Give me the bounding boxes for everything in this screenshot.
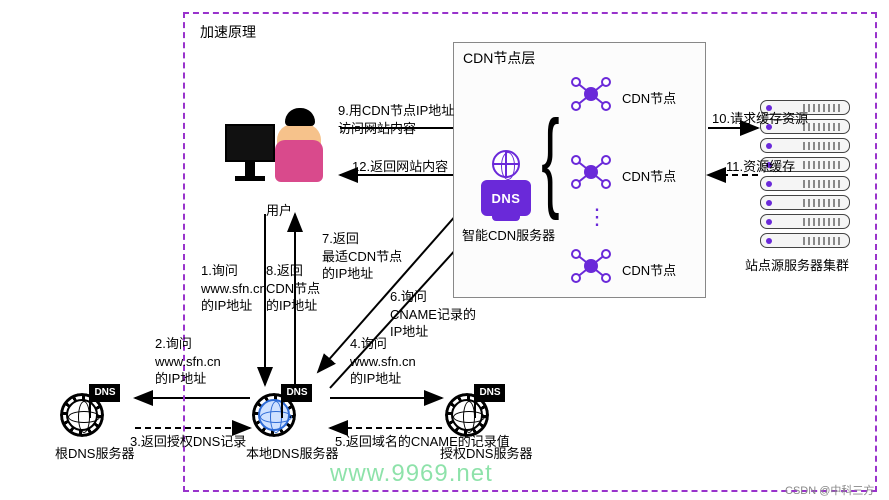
edge-label-e7: 7.返回 最适CDN节点 的IP地址 — [322, 230, 402, 283]
outer-box-title: 加速原理 — [200, 22, 256, 42]
cdn-nodes-dots: ⋮ — [586, 204, 608, 230]
edge-label-e4: 4.询问 www.sfn.cn 的IP地址 — [350, 335, 416, 388]
cdn-node-1-icon — [568, 74, 614, 114]
cdn-layer-title: CDN节点层 — [463, 48, 535, 68]
cdn-node-2-icon — [568, 152, 614, 192]
edge-label-e12: 12.返回网站内容 — [352, 158, 448, 176]
watermark: www.9969.net — [330, 460, 493, 488]
cdn-node-3-icon — [568, 246, 614, 286]
auth-dns-icon: DNS — [445, 388, 515, 438]
local-dns-icon: DNS — [252, 388, 322, 438]
edge-label-e1: 1.询问 www.sfn.cn 的IP地址 — [201, 262, 267, 315]
user-label: 用户 — [266, 200, 292, 219]
root-dns-icon: DNS — [60, 388, 130, 438]
edge-label-e6: 6.询问 CNAME记录的 IP地址 — [390, 288, 476, 341]
edge-label-e2: 2.询问 www.sfn.cn 的IP地址 — [155, 335, 221, 388]
brace-icon: { — [541, 110, 559, 209]
edge-label-e5: 5.返回域名的CNAME的记录值 — [335, 433, 510, 451]
edge-label-e11: 11.资源缓存 — [726, 158, 795, 176]
root-dns-label: 根DNS服务器 — [55, 443, 134, 462]
cdn-node-1-label: CDN节点 — [622, 88, 676, 107]
smart-cdn-icon: DNS — [478, 150, 534, 220]
smart-cdn-dns-text: DNS — [481, 180, 531, 216]
edge-label-e9: 9.用CDN节点IP地址 访问网站内容 — [338, 102, 454, 137]
origin-label: 站点源服务器集群 — [745, 255, 849, 274]
edge-label-e10: 10.请求缓存资源 — [712, 110, 808, 128]
cdn-node-3-label: CDN节点 — [622, 260, 676, 279]
smart-cdn-label: 智能CDN服务器 — [462, 225, 555, 244]
local-dns-label: 本地DNS服务器 — [246, 443, 338, 462]
edge-label-e3: 3.返回授权DNS记录 — [130, 433, 246, 451]
user-icon — [225, 118, 335, 198]
edge-label-e8: 8.返回 CDN节点 的IP地址 — [266, 262, 320, 315]
cdn-node-2-label: CDN节点 — [622, 166, 676, 185]
credit: CSDN @中科三方 — [785, 482, 874, 498]
